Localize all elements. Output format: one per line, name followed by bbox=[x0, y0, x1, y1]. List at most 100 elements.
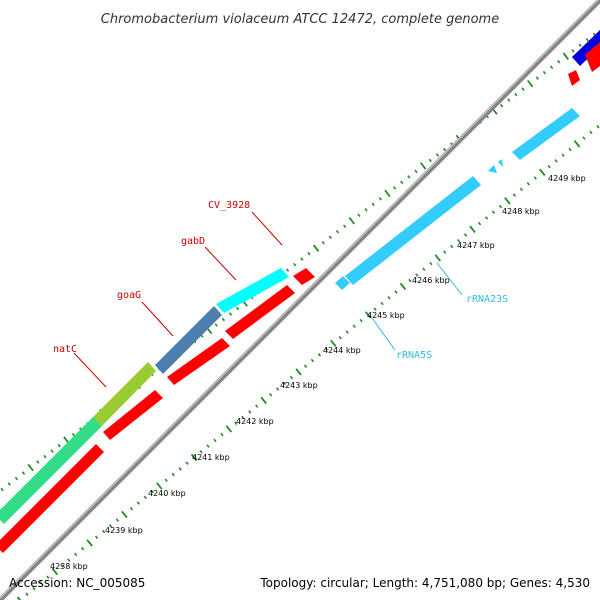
cds-red-2[interactable] bbox=[103, 390, 163, 440]
inner-minor-tick bbox=[408, 278, 412, 283]
rrna-16s[interactable] bbox=[512, 108, 580, 160]
inner-minor-tick bbox=[220, 432, 224, 437]
outer-minor-tick bbox=[7, 482, 11, 486]
outer-minor-tick bbox=[50, 449, 54, 453]
inner-minor-tick bbox=[275, 387, 280, 391]
inner-minor-tick bbox=[234, 421, 238, 425]
inner-minor-tick bbox=[206, 444, 210, 448]
inner-minor-tick bbox=[129, 507, 134, 511]
inner-minor-tick bbox=[359, 318, 363, 323]
inner-major-tick bbox=[504, 197, 511, 205]
inner-major-tick bbox=[399, 282, 407, 291]
inner-major-tick bbox=[156, 482, 163, 490]
outer-minor-tick bbox=[14, 476, 19, 481]
outer-minor-tick bbox=[43, 454, 47, 459]
outer-minor-tick bbox=[228, 312, 233, 316]
inner-minor-tick bbox=[213, 438, 217, 443]
label-rRNA5S: rRNA5S bbox=[396, 350, 432, 361]
inner-minor-tick bbox=[568, 147, 572, 152]
inner-minor-tick bbox=[164, 478, 168, 482]
inner-major-tick bbox=[16, 596, 22, 600]
tick-label-4246: 4246 kbp bbox=[412, 276, 450, 285]
rrna-5s-arrow[interactable] bbox=[335, 276, 350, 290]
gene-CV_3928[interactable] bbox=[293, 268, 315, 285]
genome-summary-text: Topology: circular; Length: 4,751,080 bp… bbox=[260, 576, 590, 590]
tick-label-4248: 4248 kbp bbox=[502, 207, 540, 216]
outer-minor-tick bbox=[36, 460, 40, 464]
cds-red-4[interactable] bbox=[225, 285, 295, 339]
rrna-small-arrow[interactable] bbox=[488, 165, 497, 173]
inner-minor-tick bbox=[373, 307, 377, 311]
inner-minor-tick bbox=[185, 461, 189, 465]
gene-natC[interactable] bbox=[93, 362, 156, 426]
inner-major-tick bbox=[330, 339, 337, 348]
tick-label-4239: 4239 kbp bbox=[105, 526, 143, 535]
inner-minor-tick bbox=[498, 204, 503, 209]
tick-label-4247: 4247 kbp bbox=[457, 241, 495, 250]
outer-minor-tick bbox=[407, 175, 411, 179]
label-CV_3928: CV_3928 bbox=[208, 200, 250, 211]
inner-major-tick bbox=[538, 168, 546, 176]
outer-minor-tick bbox=[285, 268, 290, 272]
inner-major-tick bbox=[295, 368, 302, 376]
inner-minor-tick bbox=[429, 261, 433, 266]
label-goaG: goaG bbox=[117, 290, 141, 301]
outer-minor-tick bbox=[542, 70, 547, 75]
inner-minor-tick bbox=[74, 552, 78, 557]
cds-red-1[interactable] bbox=[0, 444, 104, 553]
blue-segment[interactable] bbox=[572, 30, 600, 66]
tick-label-4245: 4245 kbp bbox=[367, 311, 405, 320]
inner-minor-tick bbox=[60, 564, 64, 568]
inner-minor-tick bbox=[450, 244, 454, 249]
inner-minor-tick bbox=[317, 353, 322, 357]
gene-gabD[interactable] bbox=[216, 268, 289, 313]
outer-minor-tick bbox=[321, 240, 325, 245]
inner-minor-tick bbox=[310, 358, 315, 363]
red-top-feature[interactable] bbox=[568, 70, 580, 86]
inner-minor-tick bbox=[324, 347, 329, 351]
outer-major-tick bbox=[562, 52, 570, 60]
gene-goaG[interactable] bbox=[155, 306, 222, 374]
inner-minor-tick bbox=[46, 575, 50, 579]
inner-minor-tick bbox=[150, 489, 154, 494]
rrna-track bbox=[335, 108, 580, 290]
outer-major-tick bbox=[384, 189, 391, 198]
inner-major-tick bbox=[86, 539, 93, 547]
outer-minor-tick bbox=[442, 147, 447, 152]
label-gabD: gabD bbox=[181, 236, 205, 247]
rrna-23s[interactable] bbox=[345, 176, 481, 285]
inner-minor-tick bbox=[143, 495, 147, 500]
outer-minor-tick bbox=[521, 87, 525, 91]
outer-major-tick bbox=[419, 162, 427, 170]
pointer-rRNA5S bbox=[371, 317, 396, 351]
inner-minor-tick bbox=[289, 375, 294, 380]
inner-minor-tick bbox=[178, 467, 182, 471]
inner-minor-tick bbox=[282, 381, 287, 386]
cds-red-5[interactable] bbox=[585, 42, 600, 72]
inner-minor-tick bbox=[81, 546, 85, 551]
outer-minor-tick bbox=[371, 202, 375, 207]
inner-tick-track bbox=[16, 124, 600, 600]
inner-minor-tick bbox=[589, 130, 593, 135]
outer-minor-tick bbox=[507, 98, 511, 102]
outer-minor-tick bbox=[335, 229, 340, 234]
inner-minor-tick bbox=[463, 233, 468, 237]
kbp-labels: 4238 kbp 4239 kbp 4240 kbp 4241 kbp 4242… bbox=[50, 174, 586, 571]
inner-minor-tick bbox=[519, 187, 523, 192]
inner-minor-tick bbox=[136, 501, 141, 505]
outer-major-tick bbox=[527, 79, 534, 88]
green-segment[interactable] bbox=[0, 417, 102, 524]
pointer-rRNA23S bbox=[436, 262, 463, 296]
outer-minor-tick bbox=[57, 443, 61, 448]
outer-minor-tick bbox=[343, 224, 347, 229]
cds-red-3[interactable] bbox=[167, 338, 230, 385]
rrna-small-arrow-2[interactable] bbox=[498, 159, 503, 167]
outer-minor-tick bbox=[428, 158, 432, 163]
inner-minor-tick bbox=[526, 181, 530, 186]
outer-minor-tick bbox=[549, 65, 554, 69]
outer-minor-tick bbox=[357, 213, 361, 218]
outer-minor-tick bbox=[535, 76, 539, 80]
label-natC: natC bbox=[53, 344, 77, 355]
inner-minor-tick bbox=[25, 592, 29, 597]
map-title: Chromobacterium violaceum ATCC 12472, co… bbox=[101, 12, 499, 27]
